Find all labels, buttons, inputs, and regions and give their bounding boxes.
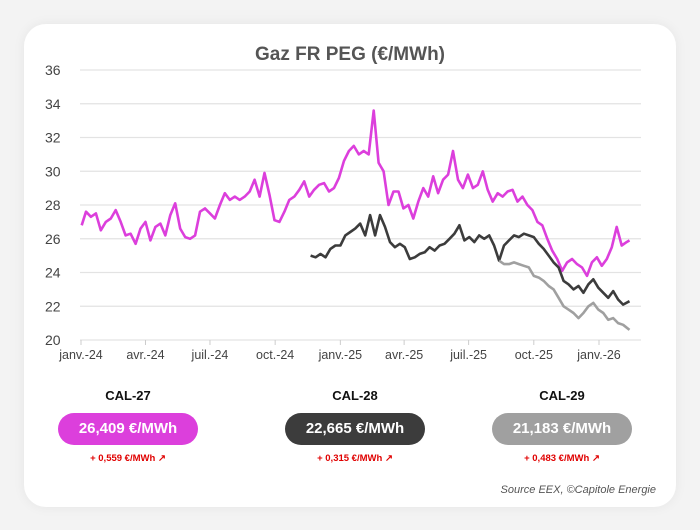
x-tick-label: janv.-26 (576, 348, 621, 362)
contract-cal-29: CAL-29 21,183 €/MWh + 0,483 €/MWh ↗ (472, 388, 652, 464)
price-pill: 21,183 €/MWh (492, 413, 632, 445)
series-line-cal-27 (80, 109, 631, 278)
price-change: + 0,483 €/MWh ↗ (524, 453, 600, 464)
price-pill: 26,409 €/MWh (58, 413, 198, 445)
contract-cal-27: CAL-27 26,409 €/MWh + 0,559 €/MWh ↗ (38, 388, 218, 464)
arrow-up-right-icon: ↗ (157, 453, 166, 464)
y-tick-label: 34 (45, 96, 61, 112)
x-tick-label: janv.-25 (318, 348, 363, 362)
x-tick-label: juil.-24 (191, 348, 229, 362)
x-tick-label: janv.-24 (58, 348, 103, 362)
series-line-cal-29 (498, 259, 631, 331)
y-tick-label: 32 (45, 130, 61, 146)
x-tick-label: avr.-25 (385, 348, 423, 362)
contract-label: CAL-28 (332, 388, 378, 403)
x-tick-label: oct.-24 (256, 348, 294, 362)
y-tick-label: 30 (45, 163, 61, 179)
price-chart: Gaz FR PEG (€/MWh) 20 22 24 26 28 30 32 34 36 jan… (45, 44, 641, 362)
price-change: + 0,315 €/MWh ↗ (317, 453, 393, 464)
price-change: + 0,559 €/MWh ↗ (90, 453, 166, 464)
contract-label: CAL-27 (105, 388, 151, 403)
x-tick-label: avr.-24 (126, 348, 164, 362)
contract-label: CAL-29 (539, 388, 585, 403)
series-line-cal-28 (310, 213, 631, 306)
x-tick-label: oct.-25 (515, 348, 553, 362)
y-tick-label: 20 (45, 332, 61, 348)
y-tick-label: 36 (45, 62, 61, 78)
price-pill: 22,665 €/MWh (285, 413, 425, 445)
y-tick-label: 24 (45, 265, 61, 281)
arrow-up-right-icon: ↗ (591, 453, 600, 464)
y-tick-label: 22 (45, 298, 61, 314)
y-tick-label: 26 (45, 231, 61, 247)
source-note: Source EEX, ©Capitole Energie (500, 484, 656, 496)
chart-title: Gaz FR PEG (€/MWh) (255, 44, 445, 65)
arrow-up-right-icon: ↗ (384, 453, 393, 464)
contract-cal-28: CAL-28 22,665 €/MWh + 0,315 €/MWh ↗ (265, 388, 445, 464)
x-tick-label: juil.-25 (449, 348, 487, 362)
y-tick-label: 28 (45, 197, 61, 213)
